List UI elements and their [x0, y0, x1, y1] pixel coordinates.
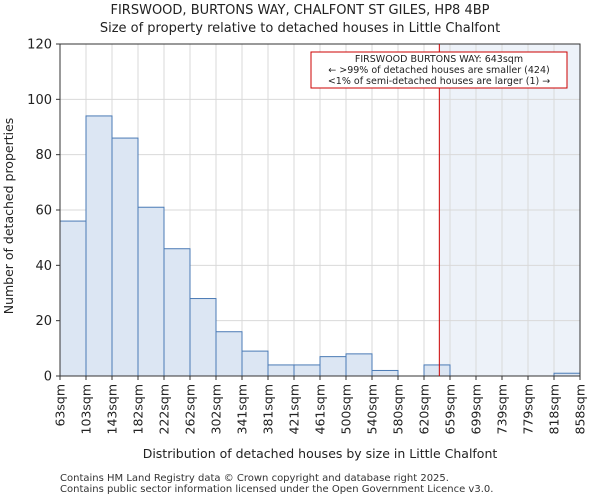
x-tick-label: 103sqm [79, 384, 94, 434]
histogram-bar [85, 115, 113, 377]
footer-licence: Contains public sector information licen… [60, 484, 494, 495]
histogram-bar [189, 298, 217, 377]
annotation-box [310, 51, 568, 89]
x-tick-label: 779sqm [521, 384, 536, 434]
x-tick-label: 858sqm [573, 384, 588, 434]
x-tick-label: 818sqm [547, 384, 562, 434]
x-tick-label: 500sqm [339, 384, 354, 434]
x-tick-label: 222sqm [157, 384, 172, 434]
footer-copyright: Contains HM Land Registry data © Crown c… [60, 473, 449, 484]
x-tick-label: 381sqm [261, 384, 276, 434]
histogram-bar [59, 220, 87, 377]
histogram-bar [319, 356, 347, 377]
x-tick-label: 699sqm [469, 384, 484, 434]
histogram-chart: 0 20 40 60 80 100 120 63sqm 103sqm 143sqm 182sqm 2… [1, 38, 588, 462]
histogram-bar [345, 353, 373, 377]
x-tick-label: 302sqm [209, 384, 224, 434]
y-tick-label: 40 [35, 259, 52, 274]
histogram-bar [293, 364, 321, 377]
chart-subtitle: Size of property relative to detached ho… [99, 21, 501, 36]
histogram-bar [423, 364, 451, 377]
histogram-bar [163, 248, 191, 377]
x-tick-label: 659sqm [443, 384, 458, 434]
x-tick-label: 540sqm [365, 384, 380, 434]
x-tick-label: 739sqm [495, 384, 510, 434]
chart-title: FIRSWOOD, BURTONS WAY, CHALFONT ST GILES… [110, 3, 490, 18]
y-tick-label: 100 [27, 93, 52, 108]
y-tick-label: 0 [44, 370, 52, 385]
x-tick-label: 341sqm [235, 384, 250, 434]
histogram-bar [371, 369, 399, 377]
x-tick-label: 421sqm [287, 384, 302, 434]
y-tick-label: 20 [35, 314, 52, 329]
x-tick-label: 262sqm [183, 384, 198, 434]
x-tick-label: 620sqm [417, 384, 432, 434]
histogram-bar [241, 350, 269, 377]
y-tick-label: 80 [35, 148, 52, 163]
x-tick-label: 461sqm [313, 384, 328, 434]
x-tick-label: 143sqm [105, 384, 120, 434]
annotation-line: ← >99% of detached houses are smaller (4… [328, 65, 549, 76]
y-tick-label: 60 [35, 204, 52, 219]
histogram-bar [111, 137, 139, 377]
y-tick-label: 120 [27, 38, 52, 53]
x-tick-label: 580sqm [391, 384, 406, 434]
y-axis-label: Number of detached properties [1, 118, 16, 315]
x-tick-label: 182sqm [131, 384, 146, 434]
annotation-line: FIRSWOOD BURTONS WAY: 643sqm [355, 54, 523, 65]
histogram-bar [137, 206, 165, 377]
x-axis-label: Distribution of detached houses by size … [143, 446, 498, 461]
annotation-line: <1% of semi-detached houses are larger (… [328, 76, 550, 87]
histogram-bar [215, 331, 243, 377]
histogram-bar [267, 364, 295, 377]
x-tick-label: 63sqm [53, 384, 68, 427]
